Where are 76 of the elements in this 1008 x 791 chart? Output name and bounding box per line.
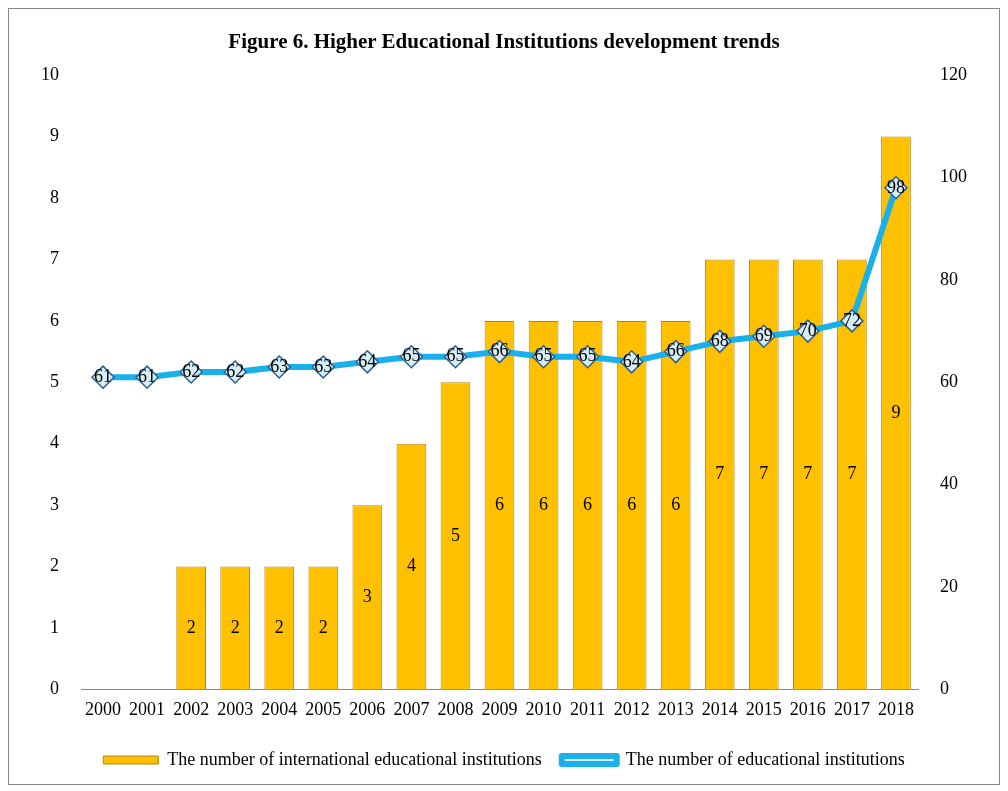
x-tick-label: 2015: [745, 698, 782, 719]
data-label: 2: [230, 616, 240, 637]
data-label: 4: [406, 555, 416, 576]
y2-tick-label: 20: [940, 575, 958, 596]
y-tick-label: 4: [50, 432, 59, 453]
y-tick-label: 3: [50, 493, 59, 514]
x-tick-label: 2002: [173, 698, 210, 719]
x-tick-label: 2000: [85, 698, 122, 719]
data-label: 61: [94, 365, 113, 386]
x-tick-label: 2011: [569, 698, 606, 719]
data-label: 2: [186, 616, 196, 637]
data-label: 62: [182, 360, 201, 381]
y-tick-label: 6: [50, 309, 59, 330]
y2-tick-label: 0: [940, 678, 949, 699]
data-label: 64: [358, 350, 377, 371]
data-label: 64: [622, 350, 641, 371]
data-label: 6: [583, 493, 593, 514]
x-tick-label: 2004: [261, 698, 298, 719]
x-tick-label: 2006: [349, 698, 386, 719]
data-label: 3: [362, 586, 372, 606]
data-label: 9: [891, 401, 901, 422]
y2-tick-label: 100: [940, 166, 967, 187]
data-label: 7: [759, 463, 769, 484]
y-tick-label: 7: [50, 248, 59, 269]
y-tick-label: 2: [50, 555, 59, 576]
data-label: 70: [798, 319, 817, 340]
data-label: 6: [671, 493, 681, 514]
x-tick-label: 2007: [393, 698, 430, 719]
data-label: 7: [803, 463, 813, 484]
data-label: 65: [534, 345, 553, 366]
y-tick-label: 5: [50, 371, 59, 392]
x-tick-label: 2014: [701, 698, 738, 719]
data-label: 69: [754, 324, 773, 345]
data-label: 7: [715, 463, 725, 484]
data-label: 7: [847, 463, 857, 484]
x-tick-label: 2016: [789, 698, 826, 719]
data-label: 6: [627, 493, 637, 514]
x-tick-label: 2017: [833, 698, 870, 719]
x-tick-label: 2008: [437, 698, 474, 719]
data-label: 2: [318, 616, 328, 637]
data-label: 66: [490, 340, 509, 361]
x-tick-label: 2018: [877, 698, 914, 719]
data-label: 6: [539, 493, 549, 514]
data-label: 6: [495, 493, 504, 514]
y-tick-label: 0: [50, 678, 59, 699]
data-label: 61: [138, 365, 157, 386]
chart-title: Figure 6. Higher Educational Institutions development trends: [228, 29, 780, 54]
data-label: 98: [886, 176, 905, 197]
data-label: 5: [450, 524, 460, 545]
x-tick-label: 2009: [481, 698, 518, 719]
y-tick-label: 9: [50, 125, 59, 146]
y-tick-label: 1: [50, 616, 59, 637]
y2-tick-label: 80: [940, 268, 958, 289]
data-label: 62: [226, 360, 245, 381]
x-tick-label: 2010: [525, 698, 562, 719]
x-tick-label: 2001: [129, 698, 166, 719]
x-tick-label: 2003: [217, 698, 254, 719]
y-tick-label: 10: [41, 63, 59, 84]
data-label: 63: [314, 355, 333, 376]
legend-label: The number of international educational institutions: [167, 748, 542, 769]
data-label: 65: [578, 345, 597, 366]
x-tick-label: 2005: [305, 698, 342, 719]
data-label: 72: [842, 309, 861, 330]
data-label: 63: [270, 355, 289, 376]
y-tick-label: 8: [50, 186, 59, 207]
data-label: 66: [666, 340, 685, 361]
y2-tick-label: 40: [940, 473, 958, 494]
x-tick-label: 2013: [657, 698, 694, 719]
data-label: 68: [710, 330, 729, 351]
data-label: 65: [402, 345, 421, 366]
legend-label: The number of educational institutions: [625, 748, 905, 769]
y2-tick-label: 60: [940, 371, 958, 392]
y2-tick-label: 120: [940, 63, 967, 84]
data-label: 65: [446, 345, 465, 366]
data-label: 2: [274, 616, 284, 637]
x-tick-label: 2012: [613, 698, 650, 719]
